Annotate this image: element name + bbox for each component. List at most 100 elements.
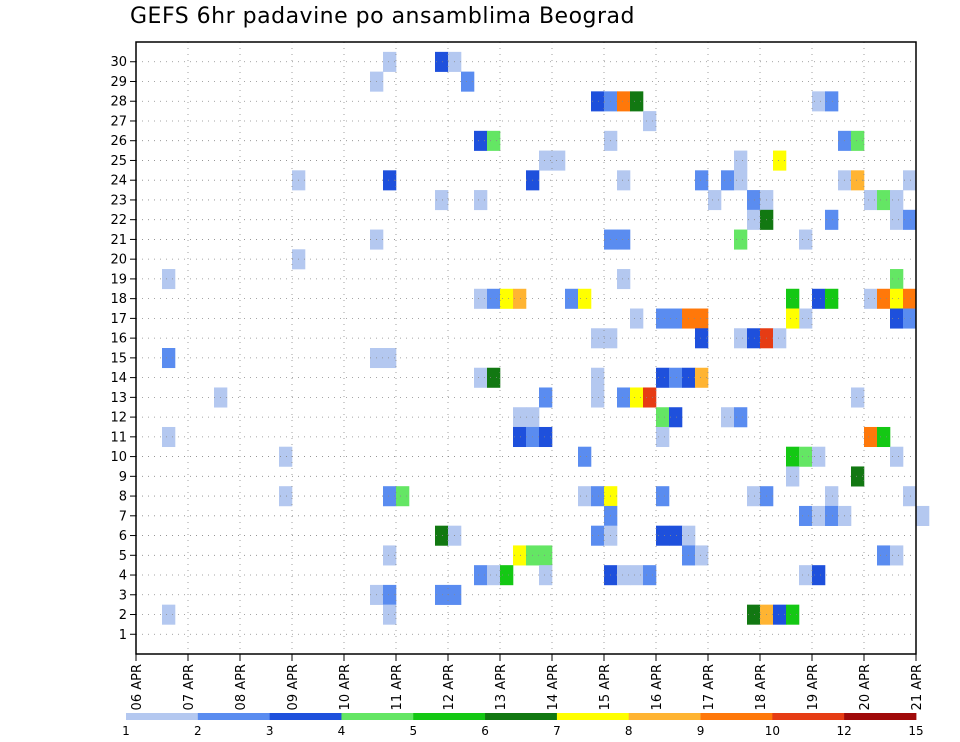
- colorbar-label: 1: [122, 724, 130, 738]
- heatmap-cell: [461, 71, 475, 92]
- heatmap-cell: [617, 269, 631, 290]
- colorbar-label: 8: [625, 724, 633, 738]
- y-tick-label: 9: [119, 470, 127, 485]
- heatmap-cell: [890, 446, 904, 467]
- cells-layer: [162, 51, 930, 625]
- y-tick-label: 19: [110, 272, 127, 287]
- heatmap-cell: [630, 387, 644, 408]
- heatmap-cell: [591, 91, 605, 112]
- heatmap-cell: [812, 446, 826, 467]
- y-tick-label: 22: [110, 213, 127, 228]
- heatmap-cell: [669, 367, 683, 388]
- heatmap-cell: [799, 229, 813, 250]
- heatmap-cell: [617, 91, 631, 112]
- heatmap-cell: [812, 91, 826, 112]
- x-tick-label: 09 APR: [286, 664, 301, 710]
- y-tick-label: 15: [110, 351, 127, 366]
- heatmap-cell: [630, 308, 644, 329]
- heatmap-cell: [890, 308, 904, 329]
- x-tick-label: 15 APR: [598, 664, 613, 710]
- heatmap-cell: [812, 565, 826, 586]
- colorbar-label: 6: [481, 724, 489, 738]
- heatmap-cell: [656, 308, 670, 329]
- y-tick-label: 6: [119, 529, 127, 544]
- heatmap-cell: [825, 505, 839, 526]
- heatmap-cell: [539, 387, 553, 408]
- heatmap-cell: [708, 190, 722, 211]
- colorbar-label: 9: [697, 724, 705, 738]
- heatmap-cell: [734, 229, 748, 250]
- y-tick-label: 5: [119, 549, 127, 564]
- heatmap-cell: [799, 565, 813, 586]
- heatmap-cell: [695, 328, 709, 349]
- heatmap-cell: [474, 130, 488, 151]
- x-tick-label: 18 APR: [754, 664, 769, 710]
- y-axis: 1234567891011121314151617181920212223242…: [110, 55, 136, 643]
- x-tick-label: 11 APR: [390, 664, 405, 710]
- heatmap-cell: [799, 505, 813, 526]
- heatmap-cell: [695, 170, 709, 191]
- heatmap-cell: [383, 170, 397, 191]
- heatmap-cell: [578, 288, 592, 309]
- heatmap-cell: [539, 565, 553, 586]
- heatmap-cell: [890, 269, 904, 290]
- heatmap-cell: [890, 545, 904, 566]
- heatmap-cell: [851, 387, 865, 408]
- heatmap-cell: [279, 486, 293, 507]
- heatmap-cell: [162, 426, 176, 448]
- heatmap-cell: [825, 209, 839, 230]
- heatmap-cell: [513, 288, 527, 309]
- heatmap-cell: [669, 525, 683, 546]
- colorbar-segment: [197, 713, 271, 720]
- x-tick-label: 17 APR: [702, 664, 717, 710]
- heatmap-cell: [916, 505, 930, 526]
- heatmap-cell: [487, 288, 501, 309]
- y-tick-label: 7: [119, 509, 127, 524]
- heatmap-cell: [890, 209, 904, 230]
- y-tick-label: 12: [110, 411, 127, 426]
- x-tick-label: 21 APR: [910, 664, 925, 710]
- colorbar-segment: [485, 713, 558, 720]
- heatmap-cell: [383, 51, 397, 72]
- heatmap-cell: [721, 170, 735, 191]
- colorbar-segment: [844, 713, 917, 720]
- colorbar-segment: [700, 713, 773, 720]
- colorbar: 12345678910121520: [122, 713, 924, 738]
- heatmap-cell: [656, 525, 670, 546]
- y-tick-label: 24: [110, 174, 127, 189]
- heatmap-cell: [487, 367, 501, 388]
- heatmap-cell: [435, 584, 449, 605]
- heatmap-cell: [890, 190, 904, 211]
- heatmap-cell: [864, 426, 878, 448]
- plot-frame: [135, 41, 917, 655]
- heatmap-cell: [474, 288, 488, 309]
- y-tick-label: 17: [110, 312, 127, 327]
- heatmap-cell: [500, 565, 514, 586]
- heatmap-cell: [825, 91, 839, 112]
- y-tick-label: 11: [110, 430, 127, 445]
- colorbar-segment: [628, 713, 701, 720]
- heatmap-cell: [786, 308, 800, 329]
- colorbar-label: 5: [409, 724, 417, 738]
- heatmap-cell: [591, 525, 605, 546]
- heatmap-cell: [630, 91, 644, 112]
- heatmap-cell: [656, 426, 670, 448]
- heatmap-cell: [812, 288, 826, 309]
- x-tick-label: 16 APR: [650, 664, 665, 710]
- y-tick-label: 26: [110, 134, 127, 149]
- colorbar-label: 15: [908, 724, 923, 738]
- heatmap-cell: [656, 486, 670, 507]
- heatmap-cell: [539, 150, 553, 171]
- heatmap-cell: [799, 308, 813, 329]
- y-tick-label: 30: [110, 55, 127, 70]
- heatmap-cell: [500, 288, 514, 309]
- y-tick-label: 2: [119, 608, 127, 623]
- heatmap-cell: [617, 170, 631, 191]
- heatmap-cell: [864, 190, 878, 211]
- heatmap-cell: [552, 150, 566, 171]
- heatmap-cell: [383, 545, 397, 566]
- heatmap-cell: [383, 486, 397, 507]
- heatmap-cell: [825, 288, 839, 309]
- heatmap-cell: [162, 269, 176, 290]
